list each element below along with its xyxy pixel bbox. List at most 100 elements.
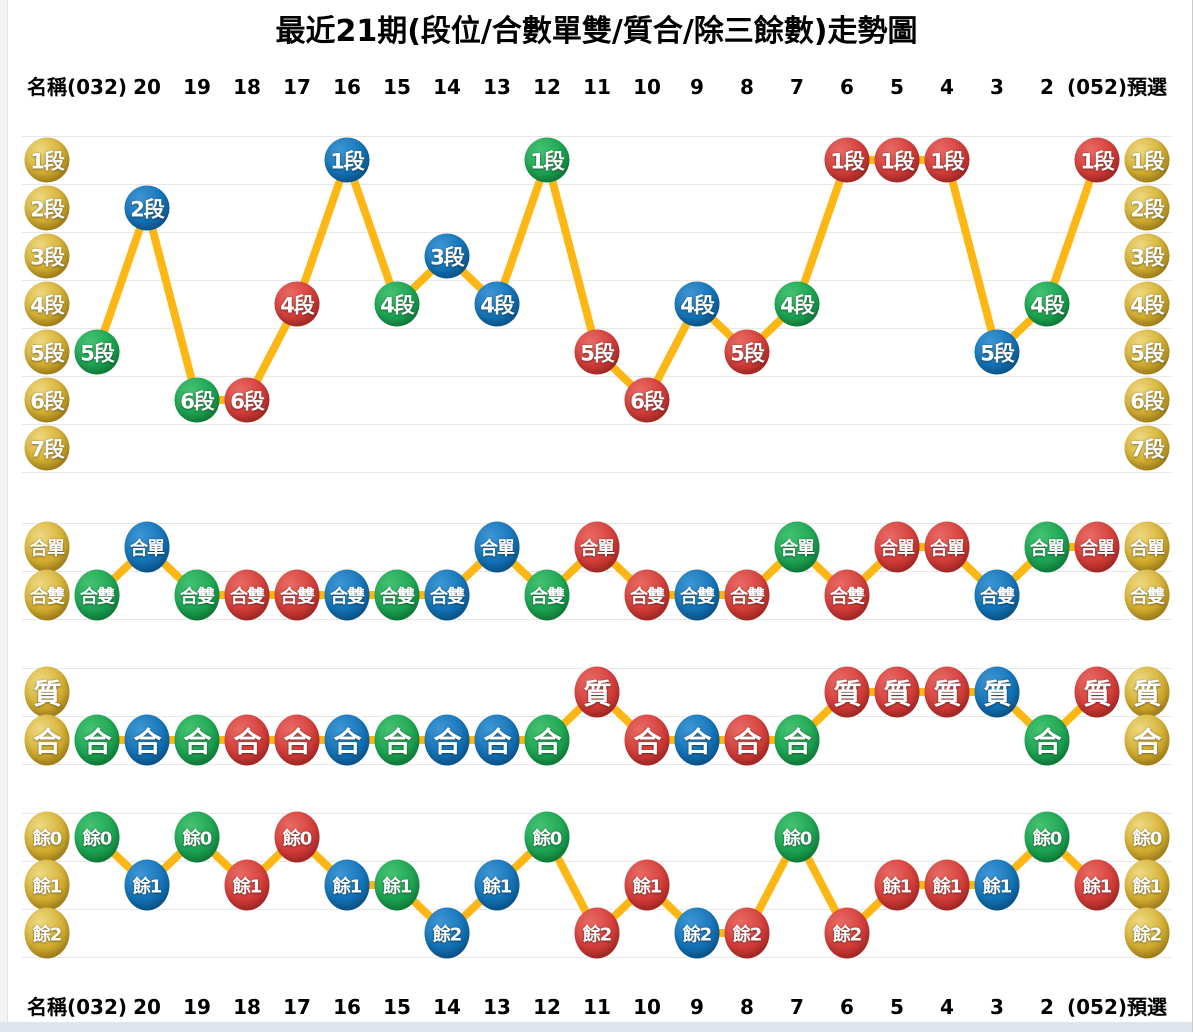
ball-label: 質: [1133, 677, 1161, 710]
preselect-circle[interactable]: 7段: [1124, 425, 1170, 471]
ball-label: 5段: [80, 341, 115, 365]
data-point: 餘1: [224, 859, 270, 911]
footer-period-label: 5: [890, 995, 904, 1019]
data-point: 4段: [374, 281, 420, 327]
ball-label: 合: [483, 725, 511, 758]
data-point: 合: [524, 714, 570, 766]
ball-label: 餘1: [382, 876, 413, 897]
bottom-scrollbar-track[interactable]: [0, 1022, 1192, 1032]
data-point: 餘1: [474, 859, 520, 911]
ball-label: 餘2: [1132, 924, 1163, 945]
preselect-circle[interactable]: 6段: [1124, 377, 1170, 423]
data-point: 餘0: [524, 811, 570, 863]
ball-label: 合雙: [830, 586, 865, 607]
footer-period-label: 8: [740, 995, 754, 1019]
preselect-circle[interactable]: 餘1: [1124, 859, 1170, 911]
data-point: 餘0: [74, 811, 120, 863]
preselect-circle[interactable]: 合雙: [1124, 569, 1170, 621]
header-period-label: 12: [533, 75, 561, 99]
ball-label: 餘1: [482, 876, 513, 897]
preselect-circle[interactable]: 2段: [1124, 185, 1170, 231]
data-point: 合: [174, 714, 220, 766]
header-period-label: 2: [1040, 75, 1054, 99]
ball-label: 合: [133, 725, 161, 758]
ball-label: 1段: [30, 149, 65, 173]
footer-period-label: (052): [1066, 995, 1128, 1019]
ball-label: 餘0: [1132, 828, 1163, 849]
ball-label: 餘0: [782, 828, 813, 849]
section-hedanshuang: 合單 合單 合雙 合雙 合雙 合單 合雙 合雙 合雙 合雙 合雙 合雙 合單 合雙 合單 合雙 合雙 合雙 合單 合雙…: [0, 521, 1192, 621]
preselect-circle[interactable]: 3段: [1124, 233, 1170, 279]
data-point: 餘0: [774, 811, 820, 863]
data-point: 合雙: [274, 569, 320, 621]
data-point: 5段: [74, 329, 120, 375]
ball-label: 餘1: [232, 876, 263, 897]
ball-label: 合單: [930, 538, 965, 559]
ball-label: 合: [283, 725, 311, 758]
data-point: 1段: [524, 137, 570, 183]
ball-label: 合: [333, 725, 361, 758]
ball-label: 質: [33, 677, 61, 710]
ball-label: 餘1: [32, 876, 63, 897]
data-point: 合: [224, 714, 270, 766]
ball-label: 合單: [30, 538, 65, 559]
data-point: 合雙: [624, 569, 670, 621]
ball-label: 合雙: [380, 586, 415, 607]
ball-label: 合雙: [630, 586, 665, 607]
ball-label: 餘2: [832, 924, 863, 945]
ball-label: 合單: [130, 538, 165, 559]
ball-label: 4段: [480, 293, 515, 317]
gridline: [22, 327, 1172, 329]
preselect-circle[interactable]: 質: [1124, 666, 1170, 718]
data-point: 合雙: [324, 569, 370, 621]
row-label-circle: 4段: [24, 281, 70, 327]
preselect-circle[interactable]: 合: [1124, 714, 1170, 766]
data-point: 餘0: [174, 811, 220, 863]
data-point: 餘0: [1024, 811, 1070, 863]
ball-label: 餘2: [682, 924, 713, 945]
preselect-circle[interactable]: 1段: [1124, 137, 1170, 183]
gridline: [22, 471, 1172, 473]
ball-label: 合: [183, 725, 211, 758]
preselect-circle[interactable]: 5段: [1124, 329, 1170, 375]
ball-label: 1段: [1130, 149, 1165, 173]
ball-label: 2段: [1130, 197, 1165, 221]
ball-label: 餘0: [82, 828, 113, 849]
ball-label: 合: [633, 725, 661, 758]
preselect-circle[interactable]: 餘0: [1124, 811, 1170, 863]
row-label-circle: 2段: [24, 185, 70, 231]
ball-label: 餘1: [1132, 876, 1163, 897]
data-point: 質: [1074, 666, 1120, 718]
data-point: 餘2: [724, 907, 770, 959]
section-duanwei: 1段 1段 2段 2段 3段 3段 4段 4段 5段 5段 6段 6段 7段 7段 5段 2段 6段 6段 4段 1段…: [0, 135, 1192, 473]
data-point: 合: [124, 714, 170, 766]
gridline: [22, 183, 1172, 185]
gridline: [22, 423, 1172, 425]
data-point: 質: [874, 666, 920, 718]
ball-label: 5段: [30, 341, 65, 365]
row-label-circle: 1段: [24, 137, 70, 183]
ball-label: 5段: [980, 341, 1015, 365]
data-point: 餘2: [824, 907, 870, 959]
footer-period-label: 12: [533, 995, 561, 1019]
data-point: 餘1: [324, 859, 370, 911]
ball-label: 合雙: [530, 586, 565, 607]
ball-label: 5段: [580, 341, 615, 365]
gridline: [22, 279, 1172, 281]
ball-label: 合單: [480, 538, 515, 559]
data-point: 合單: [1074, 521, 1120, 573]
preselect-circle[interactable]: 4段: [1124, 281, 1170, 327]
header-period-label: 6: [840, 75, 854, 99]
preselect-circle[interactable]: 合單: [1124, 521, 1170, 573]
trend-line-duanwei: [93, 156, 1101, 404]
footer-period-label: 16: [333, 995, 361, 1019]
ball-label: 合: [1033, 725, 1061, 758]
ball-label: 合: [83, 725, 111, 758]
data-point: 合: [724, 714, 770, 766]
preselect-circle[interactable]: 餘2: [1124, 907, 1170, 959]
data-point: 4段: [774, 281, 820, 327]
section-chusanyushu: 餘0 餘0 餘1 餘1 餘2 餘2 餘0 餘1 餘0 餘1 餘0 餘1 餘1 餘2 餘1 餘0 餘2 餘1 餘2 餘2…: [0, 811, 1192, 959]
ball-label: 2段: [130, 197, 165, 221]
data-point: 1段: [924, 137, 970, 183]
data-point: 質: [924, 666, 970, 718]
